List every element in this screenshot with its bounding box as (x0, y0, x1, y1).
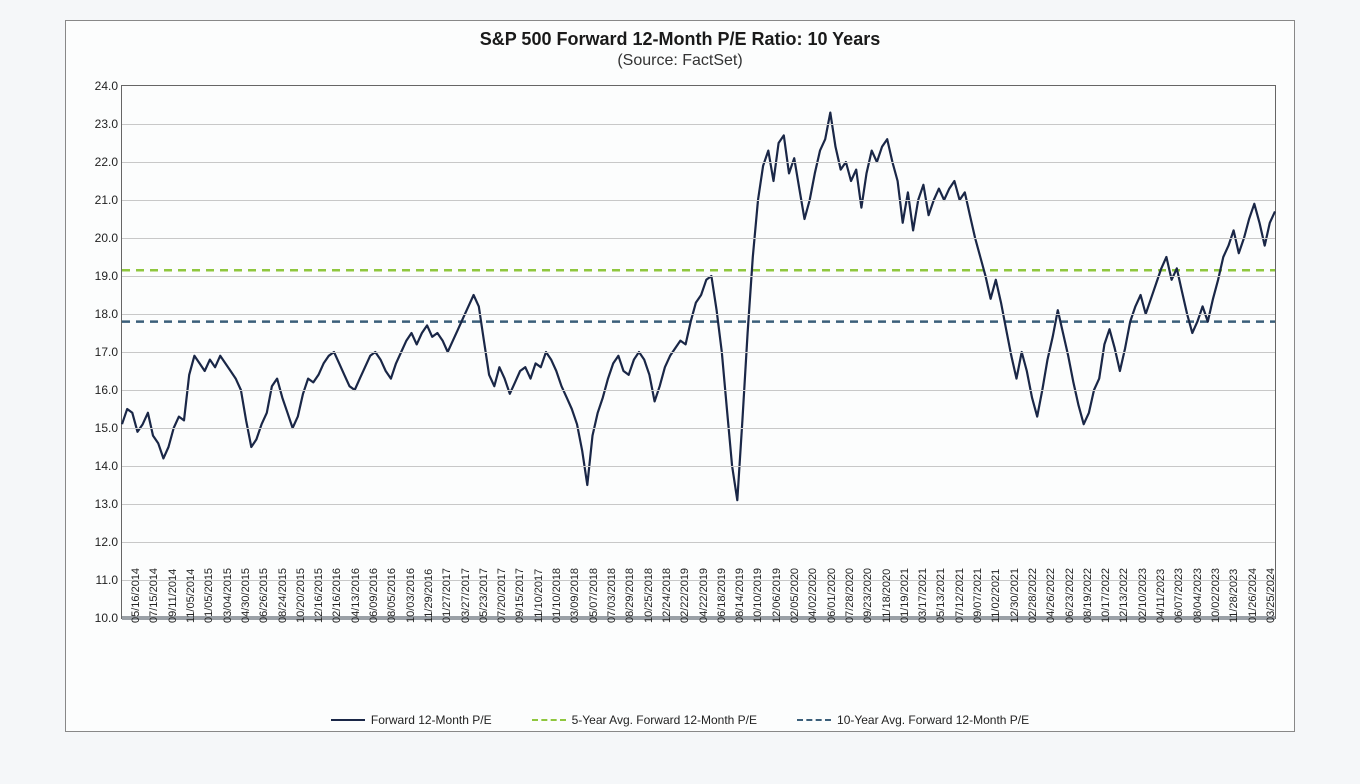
gridline (122, 504, 1275, 505)
gridline (122, 238, 1275, 239)
y-tick-label: 16.0 (80, 383, 118, 397)
y-tick-label: 24.0 (80, 79, 118, 93)
legend-swatch-main (331, 719, 365, 721)
legend-item-avg10: 10-Year Avg. Forward 12-Month P/E (797, 713, 1029, 727)
gridline (122, 162, 1275, 163)
legend-label-avg10: 10-Year Avg. Forward 12-Month P/E (837, 713, 1029, 727)
legend-label-avg5: 5-Year Avg. Forward 12-Month P/E (572, 713, 757, 727)
y-tick-label: 14.0 (80, 459, 118, 473)
y-tick-label: 12.0 (80, 535, 118, 549)
chart-subtitle: (Source: FactSet) (66, 52, 1294, 70)
y-tick-label: 23.0 (80, 117, 118, 131)
chart-title: S&P 500 Forward 12-Month P/E Ratio: 10 Y… (66, 29, 1294, 50)
x-tick-label: 03/25/2024 (1265, 568, 1343, 623)
gridline (122, 124, 1275, 125)
y-tick-label: 17.0 (80, 345, 118, 359)
legend-item-avg5: 5-Year Avg. Forward 12-Month P/E (532, 713, 757, 727)
gridline (122, 428, 1275, 429)
y-tick-label: 10.0 (80, 611, 118, 625)
gridline (122, 466, 1275, 467)
y-tick-label: 20.0 (80, 231, 118, 245)
y-tick-label: 11.0 (80, 573, 118, 587)
gridline (122, 276, 1275, 277)
gridline (122, 352, 1275, 353)
chart-container: S&P 500 Forward 12-Month P/E Ratio: 10 Y… (65, 20, 1295, 732)
legend-swatch-avg10 (797, 719, 831, 721)
gridline (122, 314, 1275, 315)
y-tick-label: 13.0 (80, 497, 118, 511)
gridline (122, 200, 1275, 201)
plot-area: 10.011.012.013.014.015.016.017.018.019.0… (121, 85, 1276, 619)
gridline (122, 390, 1275, 391)
main-series-line (122, 113, 1275, 501)
y-tick-label: 18.0 (80, 307, 118, 321)
legend-swatch-avg5 (532, 719, 566, 721)
legend-item-main: Forward 12-Month P/E (331, 713, 492, 727)
gridline (122, 542, 1275, 543)
legend-label-main: Forward 12-Month P/E (371, 713, 492, 727)
y-tick-label: 21.0 (80, 193, 118, 207)
y-tick-label: 15.0 (80, 421, 118, 435)
y-tick-label: 22.0 (80, 155, 118, 169)
y-tick-label: 19.0 (80, 269, 118, 283)
legend: Forward 12-Month P/E 5-Year Avg. Forward… (66, 713, 1294, 727)
